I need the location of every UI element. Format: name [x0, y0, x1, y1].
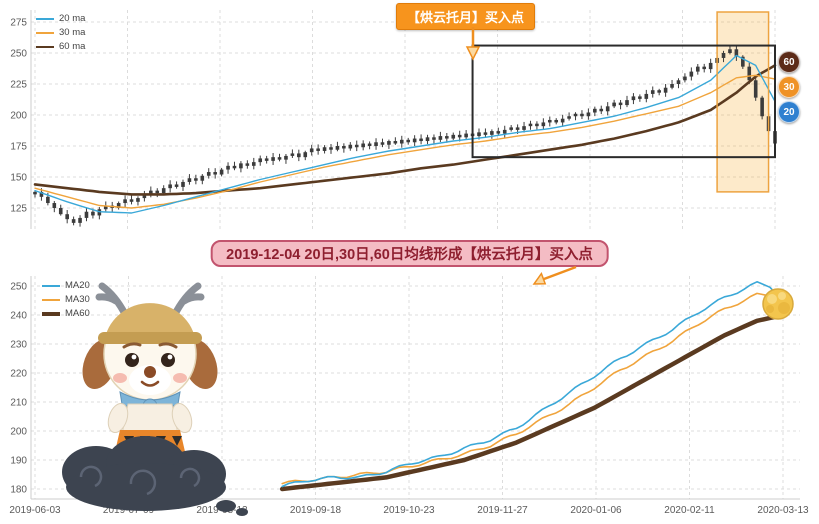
svg-text:190: 190 — [10, 456, 27, 467]
buy-point-callout: 【烘云托月】买入点 — [396, 3, 536, 30]
ma60-line-swatch — [36, 45, 54, 48]
moon-icon — [762, 288, 794, 320]
legend-label-ma30: MA30 — [65, 294, 90, 305]
ma60-line-swatch — [42, 311, 60, 316]
bottom-chart-legend: MA20 MA30 MA60 — [42, 280, 90, 319]
top-candlestick-chart: 275 250 225 200 175 150 125 — [10, 10, 777, 229]
legend-item-30ma: 30 ma — [36, 27, 85, 38]
svg-text:200: 200 — [10, 427, 27, 438]
mascot-dog-illustration — [62, 282, 248, 516]
ma20-price-badge: 20 — [778, 101, 800, 123]
legend-item-ma60: MA60 — [42, 308, 90, 319]
svg-text:2019-10-23: 2019-10-23 — [383, 505, 435, 516]
svg-text:150: 150 — [10, 173, 27, 184]
svg-text:210: 210 — [10, 398, 27, 409]
svg-text:225: 225 — [10, 80, 27, 91]
ma60-price-badge: 60 — [778, 51, 800, 73]
svg-text:250: 250 — [10, 49, 27, 60]
svg-text:2019-09-18: 2019-09-18 — [290, 505, 342, 516]
legend-item-ma20: MA20 — [42, 280, 90, 291]
ma20-line-swatch — [42, 284, 60, 287]
legend-label-30ma: 30 ma — [59, 27, 86, 38]
legend-item-20ma: 20 ma — [36, 13, 85, 24]
svg-text:125: 125 — [10, 204, 27, 215]
legend-item-ma30: MA30 — [42, 294, 90, 305]
legend-item-60ma: 60 ma — [36, 41, 85, 52]
svg-text:250: 250 — [10, 282, 27, 293]
svg-text:2019-06-03: 2019-06-03 — [9, 505, 61, 516]
svg-text:230: 230 — [10, 340, 27, 351]
svg-text:2020-01-06: 2020-01-06 — [570, 505, 622, 516]
svg-text:200: 200 — [10, 111, 27, 122]
svg-text:2019-11-27: 2019-11-27 — [477, 505, 528, 516]
ma20-line-swatch — [36, 17, 54, 20]
svg-text:2020-03-13: 2020-03-13 — [757, 505, 809, 516]
legend-label-20ma: 20 ma — [59, 13, 86, 24]
cloud — [62, 436, 248, 516]
svg-text:2020-02-11: 2020-02-11 — [664, 505, 715, 516]
ma30-line-swatch — [36, 31, 54, 34]
svg-text:180: 180 — [10, 485, 27, 496]
svg-text:275: 275 — [10, 18, 27, 29]
annotation-banner: 2019-12-04 20日,30日,60日均线形成【烘云托月】买入点 — [210, 240, 609, 267]
legend-label-60ma: 60 ma — [59, 41, 86, 52]
svg-text:2019-07-09: 2019-07-09 — [103, 505, 155, 516]
svg-text:240: 240 — [10, 311, 27, 322]
legend-label-ma60: MA60 — [65, 308, 90, 319]
legend-label-ma20: MA20 — [65, 280, 90, 291]
svg-text:175: 175 — [10, 142, 27, 153]
ma30-line-swatch — [42, 298, 60, 301]
svg-text:220: 220 — [10, 369, 27, 380]
top-chart-legend: 20 ma 30 ma 60 ma — [36, 13, 85, 52]
ma30-price-badge: 30 — [778, 76, 800, 98]
banner-arrow-icon — [532, 265, 577, 285]
callout-down-arrow-icon — [465, 27, 481, 61]
